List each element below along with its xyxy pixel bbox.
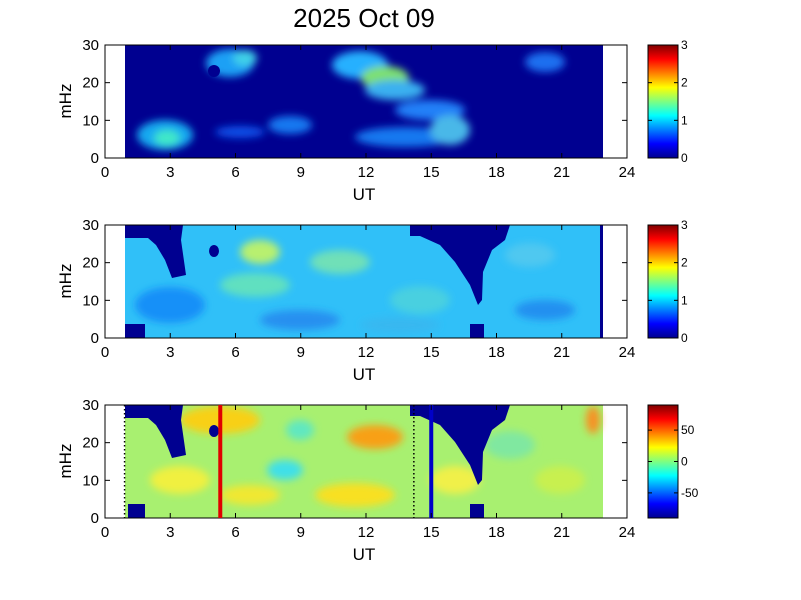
panel-2-x-ticks: 0 3 6 9 12 15 18 21 24 [101,225,636,361]
y-tick-label: 20 [82,75,99,92]
panel-1-heatmap [125,45,603,158]
panel-3-xlabel: UT [353,545,376,564]
x-tick-label: 21 [553,524,570,541]
x-tick-label: 21 [553,344,570,361]
panel-3-colorbar-ticks: 50 0 -50 [648,423,699,500]
colorbar-tick-label: 0 [681,455,688,469]
x-tick-label: 18 [488,344,505,361]
colorbar-tick-label: 3 [681,218,688,232]
panel-2-xlabel: UT [353,365,376,384]
x-tick-label: 9 [297,344,305,361]
x-tick-label: 15 [423,524,440,541]
x-tick-label: 3 [166,524,174,541]
colorbar-tick-label: -50 [681,486,699,500]
panel-2-y-ticks: 0 10 20 30 [82,217,627,347]
panel-3-ylabel: mHz [56,444,75,479]
panel-3-y-ticks: 0 10 20 30 [82,397,627,527]
y-tick-label: 10 [82,112,99,129]
y-tick-label: 30 [82,37,99,54]
x-tick-label: 12 [358,344,375,361]
colorbar-tick-label: 50 [681,423,695,437]
panel-3: 0 3 6 9 12 15 18 21 24 0 10 20 30 UT mHz 50 0 -50 [56,397,699,564]
panel-2-heatmap [125,225,603,338]
panel-3-heatmap [125,405,603,518]
panel-2-colorbar-ticks: 0 1 2 3 [648,218,688,345]
panel-1-colorbar [647,44,679,159]
y-tick-label: 0 [91,510,99,527]
x-tick-label: 3 [166,164,174,181]
y-tick-label: 20 [82,255,99,272]
panel-1-colorbar-ticks: 0 1 2 3 [648,38,688,165]
x-tick-label: 15 [423,164,440,181]
x-tick-label: 18 [488,524,505,541]
x-tick-label: 0 [101,164,109,181]
panel-1-y-ticks: 0 10 20 30 [82,37,627,167]
panel-1-x-ticks: 0 3 6 9 12 15 18 21 24 [101,45,636,181]
y-tick-label: 0 [91,150,99,167]
x-tick-label: 24 [619,524,636,541]
panel-3-markers [123,405,434,518]
x-tick-label: 3 [166,344,174,361]
panel-1-xlabel: UT [353,185,376,204]
colorbar-tick-label: 1 [681,113,688,127]
colorbar-tick-label: 1 [681,293,688,307]
x-tick-label: 12 [358,524,375,541]
panel-3-colorbar [647,404,679,519]
x-tick-label: 18 [488,164,505,181]
x-tick-label: 6 [231,164,239,181]
panel-2-ylabel: mHz [56,264,75,299]
x-tick-label: 21 [553,164,570,181]
x-tick-label: 24 [619,164,636,181]
x-tick-label: 9 [297,164,305,181]
x-tick-label: 24 [619,344,636,361]
colorbar-tick-label: 2 [681,256,688,270]
y-tick-label: 20 [82,435,99,452]
y-tick-label: 10 [82,472,99,489]
y-tick-label: 0 [91,330,99,347]
x-tick-label: 0 [101,344,109,361]
y-tick-label: 10 [82,292,99,309]
y-tick-label: 30 [82,217,99,234]
y-tick-label: 30 [82,397,99,414]
x-tick-label: 15 [423,344,440,361]
x-tick-label: 6 [231,524,239,541]
figure-title: 2025 Oct 09 [293,3,435,33]
colorbar-tick-label: 3 [681,38,688,52]
x-tick-label: 6 [231,344,239,361]
x-tick-label: 0 [101,524,109,541]
colorbar-tick-label: 0 [681,151,688,165]
colorbar-tick-label: 2 [681,76,688,90]
x-tick-label: 12 [358,164,375,181]
x-tick-label: 9 [297,524,305,541]
panel-2-colorbar [647,224,679,339]
panel-3-x-ticks: 0 3 6 9 12 15 18 21 24 [101,405,636,541]
panel-1-ylabel: mHz [56,84,75,119]
colorbar-tick-label: 0 [681,331,688,345]
